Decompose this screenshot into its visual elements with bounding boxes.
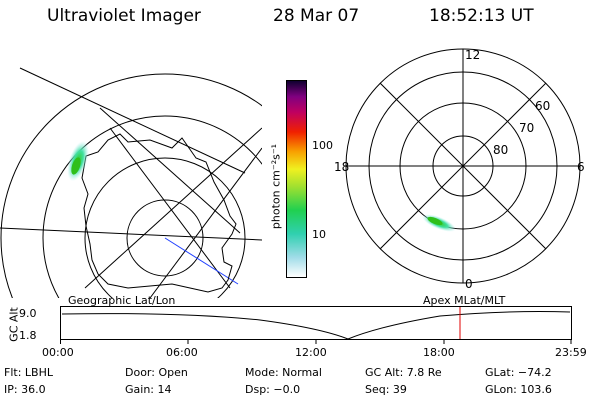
alt-xtick-1800: 18:00 xyxy=(423,346,455,359)
glat-info: GLat: −74.2 xyxy=(485,366,552,379)
gain-info: Gain: 14 xyxy=(125,383,172,396)
left-panel-label: Geographic Lat/Lon xyxy=(68,294,176,307)
mlt-label-18: 18 xyxy=(335,160,349,174)
seq-info: Seq: 39 xyxy=(365,383,407,396)
colorbar-unit-label: photon cm⁻²s⁻¹ xyxy=(269,143,283,230)
door-info: Door: Open xyxy=(125,366,188,379)
lat-label-70: 70 xyxy=(519,121,534,135)
time-label: 18:52:13 UT xyxy=(429,6,534,26)
lat-label-60: 60 xyxy=(535,99,550,113)
alt-ytick-bottom: 1.8 xyxy=(19,329,37,342)
mode-info: Mode: Normal xyxy=(245,366,322,379)
gc-alt-info: GC Alt: 7.8 Re xyxy=(365,366,442,379)
lat-label-80: 80 xyxy=(493,143,508,157)
colorbar xyxy=(286,80,307,278)
altitude-plot xyxy=(60,306,572,344)
mlt-label-0: 0 xyxy=(465,277,473,291)
dsp-info: Dsp: −0.0 xyxy=(245,383,301,396)
instrument-title: Ultraviolet Imager xyxy=(47,6,201,26)
mlt-label-12: 12 xyxy=(465,48,480,62)
alt-xtick-2359: 23:59 xyxy=(555,346,587,359)
date-label: 28 Mar 07 xyxy=(273,6,360,26)
mlt-polar-plot: 12 0 18 6 60 70 80 xyxy=(335,48,585,291)
alt-ytick-top: 9.0 xyxy=(19,307,37,320)
mlt-label-6: 6 xyxy=(577,160,585,174)
geographic-map xyxy=(0,67,262,298)
filter-info: Flt: LBHL xyxy=(4,366,53,379)
right-panel-label: Apex MLat/MLT xyxy=(423,294,506,307)
alt-xtick-0000: 00:00 xyxy=(42,346,74,359)
alt-xtick-0600: 06:00 xyxy=(166,346,198,359)
alt-xtick-1200: 12:00 xyxy=(295,346,327,359)
glon-info: GLon: 103.6 xyxy=(485,383,552,396)
ip-info: IP: 36.0 xyxy=(4,383,46,396)
colorbar-tick-10: 10 xyxy=(312,228,326,241)
colorbar-tick-100: 100 xyxy=(312,139,333,152)
